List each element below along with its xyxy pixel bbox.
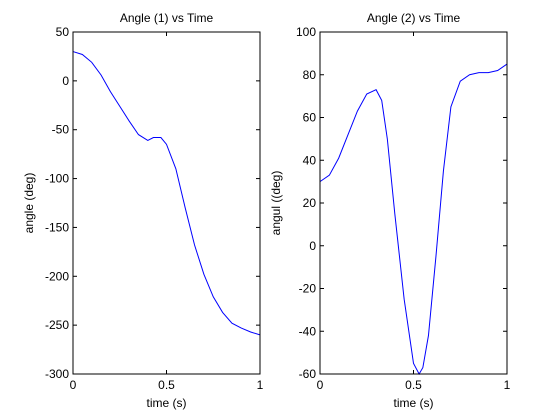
- x-tick-label: 0: [70, 378, 77, 392]
- y-tick-label: -300: [45, 367, 69, 381]
- y-tick-label: -60: [299, 367, 317, 381]
- y-tick-label: 80: [303, 68, 317, 82]
- y-tick-label: 40: [303, 153, 317, 167]
- y-tick-label: -200: [45, 269, 69, 283]
- x-axis-label: time (s): [394, 396, 434, 410]
- y-tick-label: 20: [303, 196, 317, 210]
- y-tick-label: 0: [309, 239, 316, 253]
- x-tick-label: 1: [257, 378, 264, 392]
- y-tick-label: 60: [303, 111, 317, 125]
- series-line: [72, 51, 261, 336]
- y-tick-label: -150: [45, 220, 69, 234]
- plot-area: [320, 32, 507, 374]
- axes-angle-2: 0 0.5 1 100 80 60 40 20 0 -20 -40 -60 Angle (2) vs T…: [269, 11, 511, 410]
- y-tick-label: -250: [45, 318, 69, 332]
- y-tick-label: -20: [299, 282, 317, 296]
- x-tick-label: 1: [504, 378, 511, 392]
- y-tick-label: -50: [52, 123, 70, 137]
- axes-angle-1: 0 0.5 1 50 0 -50 -100 -150 -200 -250 -300 Angle (1)…: [22, 11, 264, 410]
- plot-area: [73, 32, 260, 374]
- y-tick-label: 50: [56, 25, 70, 39]
- x-tick-label: 0.5: [158, 378, 175, 392]
- chart-title: Angle (2) vs Time: [367, 11, 461, 25]
- y-tick-label: 0: [62, 74, 69, 88]
- x-axis-label: time (s): [147, 396, 187, 410]
- series-line: [319, 63, 508, 376]
- y-tick-label: -40: [299, 324, 317, 338]
- y-tick-label: 100: [296, 25, 316, 39]
- y-tick-label: -100: [45, 172, 69, 186]
- chart-title: Angle (1) vs Time: [120, 11, 214, 25]
- y-axis-label: angle (deg): [22, 173, 36, 234]
- x-tick-label: 0.5: [405, 378, 422, 392]
- y-axis-label: angul ((deg): [269, 171, 283, 236]
- x-tick-label: 0: [317, 378, 324, 392]
